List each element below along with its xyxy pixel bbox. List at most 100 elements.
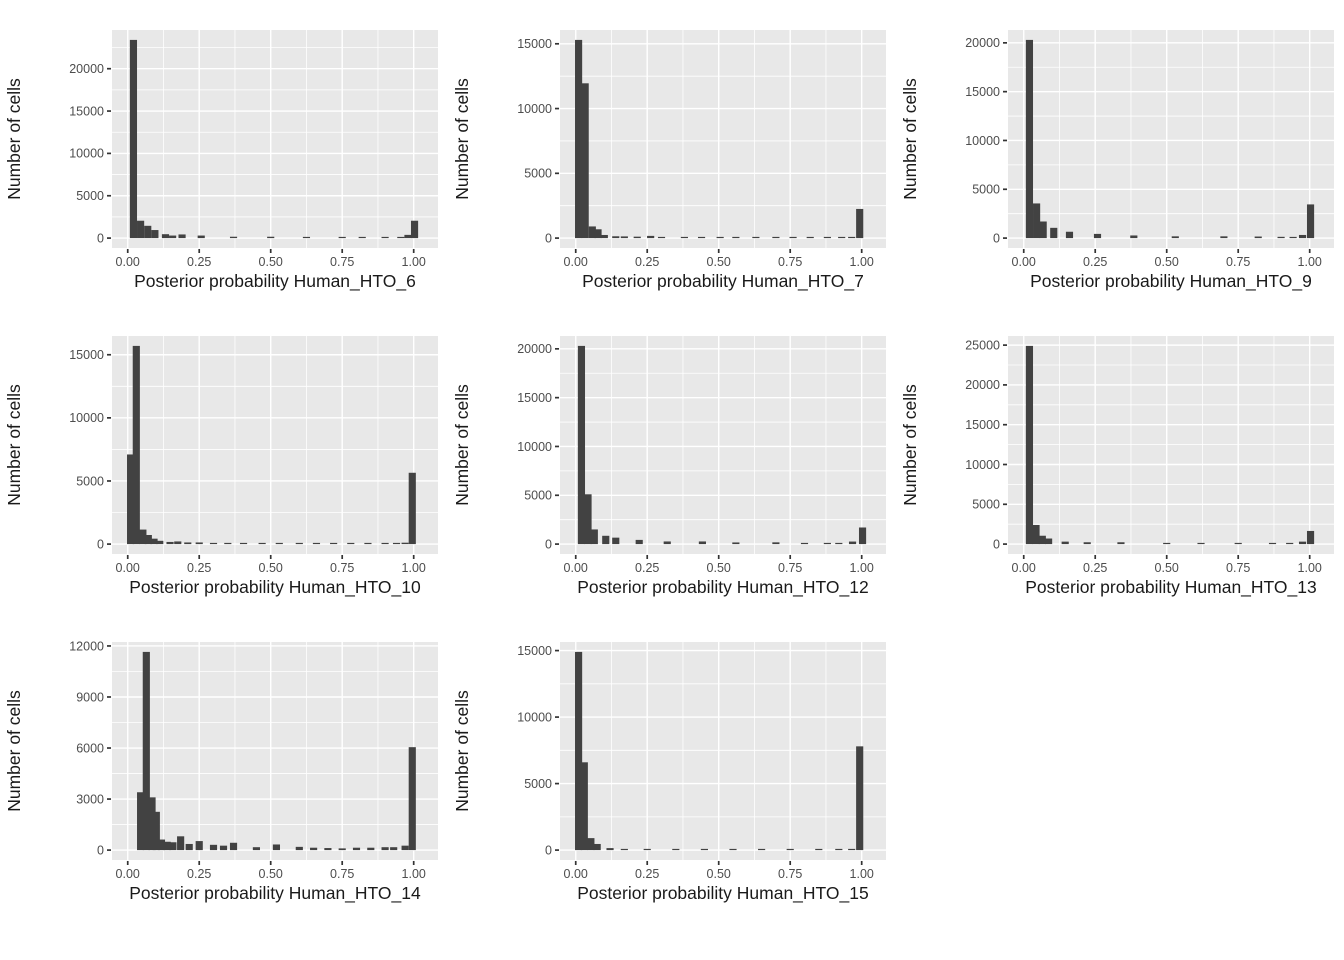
plot-area bbox=[1008, 30, 1334, 248]
histogram-bar bbox=[575, 651, 583, 851]
histogram-bar bbox=[1289, 236, 1297, 239]
histogram-bar bbox=[680, 236, 688, 239]
x-tick-label: 0.25 bbox=[1083, 561, 1107, 575]
y-axis-title: Number of cells bbox=[4, 78, 24, 200]
x-tick-label: 0.50 bbox=[707, 867, 731, 881]
histogram-bar bbox=[815, 848, 823, 851]
histogram-bar bbox=[856, 746, 864, 851]
y-tick-label: 0 bbox=[97, 231, 104, 245]
histogram-bar bbox=[593, 843, 601, 851]
histogram-bar bbox=[577, 345, 586, 545]
y-tick-label: 5000 bbox=[524, 167, 552, 181]
histogram-bar bbox=[786, 848, 794, 851]
histogram-bar bbox=[401, 845, 409, 851]
histogram-bar bbox=[1130, 235, 1138, 239]
y-tick-label: 15000 bbox=[965, 85, 1000, 99]
y-tick-label: 10000 bbox=[517, 102, 552, 116]
y-tick-label: 20000 bbox=[517, 342, 552, 356]
histogram-svg: 0 5000 10000 15000 20000 0.00 0.25 0.50 0.75 1.00… bbox=[900, 30, 1334, 292]
y-tick-label: 0 bbox=[545, 231, 552, 245]
y-tick-label: 0 bbox=[97, 537, 104, 551]
histogram-bar bbox=[410, 220, 419, 239]
y-tick-label: 20000 bbox=[965, 378, 1000, 392]
histogram-bar bbox=[1025, 345, 1034, 545]
histogram-bar bbox=[1254, 236, 1262, 239]
y-tick-label: 10000 bbox=[965, 458, 1000, 472]
x-tick-label: 0.00 bbox=[116, 561, 140, 575]
histogram-bar bbox=[732, 236, 740, 239]
histogram-bar bbox=[127, 454, 135, 545]
histogram-svg: 0 5000 10000 15000 0.00 0.25 0.50 0.75 1.00 Poste… bbox=[452, 30, 886, 292]
y-axis-title: Number of cells bbox=[4, 690, 24, 812]
x-axis-title: Posterior probability Human_HTO_6 bbox=[134, 271, 416, 292]
histogram-bar bbox=[800, 542, 809, 545]
histogram-bar bbox=[602, 535, 610, 545]
histogram-bar bbox=[856, 208, 864, 239]
y-tick-label: 6000 bbox=[76, 741, 104, 755]
histogram-bar bbox=[1050, 227, 1058, 239]
y-tick-label: 9000 bbox=[76, 690, 104, 704]
y-tick-label: 15000 bbox=[517, 391, 552, 405]
histogram-svg: 0 5000 10000 15000 0.00 0.25 0.50 0.75 1.00 Poste… bbox=[452, 642, 886, 904]
x-tick-label: 0.00 bbox=[1012, 561, 1036, 575]
histogram-bar bbox=[310, 847, 318, 851]
y-axis-title: Number of cells bbox=[452, 384, 472, 506]
x-tick-label: 1.00 bbox=[402, 255, 426, 269]
histogram-bar bbox=[1093, 233, 1102, 239]
histogram-bar bbox=[178, 234, 186, 239]
histogram-bar bbox=[132, 345, 140, 545]
histogram-bar bbox=[838, 236, 846, 239]
x-tick-label: 0.75 bbox=[778, 561, 802, 575]
histogram-bar bbox=[275, 542, 283, 545]
plot-area bbox=[112, 30, 438, 248]
histogram-bar bbox=[163, 841, 171, 851]
histogram-bar bbox=[600, 234, 608, 239]
x-tick-label: 0.25 bbox=[635, 867, 659, 881]
x-tick-label: 0.50 bbox=[259, 561, 283, 575]
histogram-bar bbox=[367, 847, 375, 851]
histogram-bar bbox=[137, 220, 145, 239]
histogram-bar bbox=[580, 762, 588, 851]
y-tick-label: 25000 bbox=[965, 338, 1000, 352]
x-axis-title: Posterior probability Human_HTO_7 bbox=[582, 271, 864, 292]
histogram-bar bbox=[772, 542, 780, 545]
y-tick-label: 15000 bbox=[69, 348, 104, 362]
histogram-bar bbox=[129, 39, 138, 239]
histogram-bar bbox=[1033, 203, 1041, 239]
histogram-bar bbox=[195, 542, 203, 545]
y-tick-label: 0 bbox=[545, 537, 552, 551]
histogram-bar bbox=[267, 236, 275, 239]
histogram-bar bbox=[1039, 221, 1047, 239]
histogram-bar bbox=[772, 236, 780, 239]
histogram-bar bbox=[390, 847, 398, 851]
histogram-bar bbox=[209, 844, 218, 851]
x-tick-label: 1.00 bbox=[402, 561, 426, 575]
histogram-bar bbox=[381, 236, 389, 239]
y-tick-label: 5000 bbox=[524, 489, 552, 503]
histogram-bar bbox=[169, 235, 177, 239]
x-tick-label: 0.50 bbox=[259, 867, 283, 881]
x-tick-label: 1.00 bbox=[402, 867, 426, 881]
histogram-bar bbox=[161, 234, 170, 239]
x-tick-label: 1.00 bbox=[850, 255, 874, 269]
histogram-panel-human-hto-9: 0 5000 10000 15000 20000 0.00 0.25 0.50 0.75 1.00… bbox=[896, 0, 1344, 306]
histogram-bar bbox=[295, 846, 303, 851]
histogram-bar bbox=[364, 542, 372, 545]
histogram-bar bbox=[338, 236, 346, 239]
histogram-bar bbox=[1083, 542, 1091, 545]
x-tick-label: 0.75 bbox=[778, 255, 802, 269]
y-tick-label: 10000 bbox=[69, 411, 104, 425]
y-axis-title: Number of cells bbox=[900, 384, 920, 506]
x-tick-label: 0.75 bbox=[330, 255, 354, 269]
histogram-bar bbox=[1298, 541, 1307, 545]
y-tick-label: 10000 bbox=[517, 440, 552, 454]
histogram-bar bbox=[620, 236, 628, 239]
histogram-bar bbox=[302, 236, 311, 239]
histogram-bar bbox=[657, 236, 666, 239]
histogram-bar bbox=[401, 542, 409, 545]
histogram-bar bbox=[239, 542, 248, 545]
y-tick-label: 0 bbox=[993, 537, 1000, 551]
histogram-bar bbox=[635, 539, 643, 545]
histogram-bar bbox=[663, 541, 671, 545]
histogram-bar bbox=[700, 848, 708, 851]
